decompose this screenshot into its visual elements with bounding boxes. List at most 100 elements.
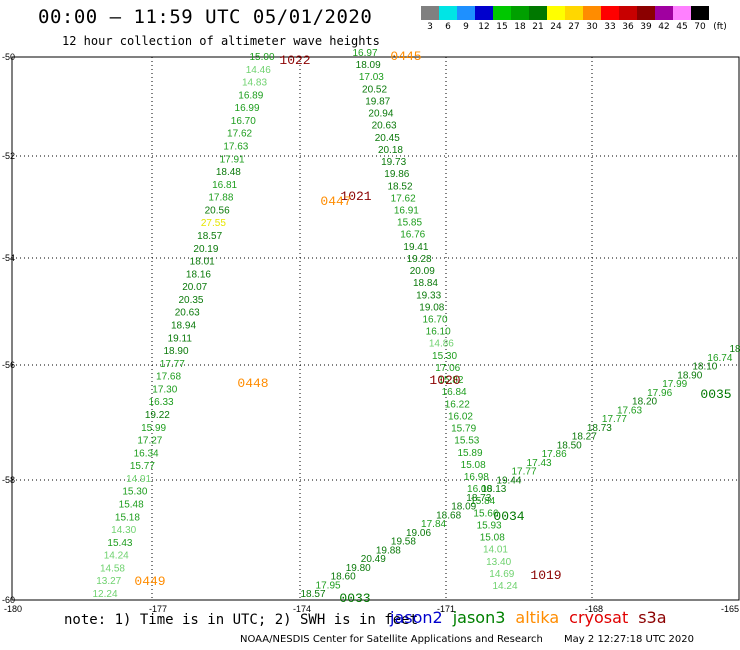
swh-value-label: 18: [729, 344, 740, 355]
swh-value-label: 20.63: [175, 308, 200, 319]
swh-value-label: 15.30: [432, 351, 457, 362]
swh-value-label: 19.08: [419, 302, 444, 313]
swh-value-label: 18.09: [356, 60, 381, 71]
swh-value-label: 16.74: [707, 353, 732, 364]
y-tick-label: -60: [2, 595, 15, 605]
swh-value-label: 18.20: [632, 397, 657, 408]
swh-value-label: 19.73: [381, 157, 406, 168]
swh-value-label: 15.53: [454, 436, 479, 447]
time-label: 0449: [134, 574, 165, 589]
swh-value-label: 18.57: [300, 589, 325, 600]
time-label: 1022: [279, 53, 310, 68]
swh-value-label: 19.41: [403, 242, 428, 253]
satellite-legend: jason2 jason3 altika cryosat s3a: [390, 608, 677, 627]
swh-value-label: 20.56: [205, 205, 230, 216]
swh-value-label: 18.73: [587, 423, 612, 434]
swh-value-label: 14.46: [246, 65, 271, 76]
swh-value-label: 14.30: [111, 525, 136, 536]
swh-value-label: 19.28: [407, 254, 432, 265]
swh-value-label: 20.18: [378, 145, 403, 156]
swh-value-label: 18.60: [331, 572, 356, 583]
swh-value-label: 19.87: [365, 96, 390, 107]
swh-value-label: 18.57: [197, 231, 222, 242]
x-tick-label: -165: [721, 604, 739, 614]
swh-value-label: 18.94: [171, 321, 196, 332]
plot-frame: [11, 56, 740, 601]
time-label: 1020: [429, 373, 460, 388]
swh-value-label: 17.62: [227, 129, 252, 140]
swh-value-label: 17.68: [156, 372, 181, 383]
swh-value-label: 20.35: [178, 295, 203, 306]
swh-value-label: 19.86: [384, 169, 409, 180]
swh-value-label: 18.84: [413, 278, 438, 289]
swh-value-label: 19.33: [416, 290, 441, 301]
color-unit: (ft): [713, 22, 727, 32]
color-swatch: [475, 6, 493, 20]
swh-value-label: 16.02: [448, 411, 473, 422]
swh-value-label: 18.73: [466, 493, 491, 504]
swh-value-label: 18.01: [190, 257, 215, 268]
x-tick-label: -180: [4, 604, 22, 614]
color-swatch: [637, 6, 655, 20]
color-label: 12: [478, 22, 490, 32]
page-subtitle: 12 hour collection of altimeter wave hei…: [62, 34, 380, 48]
color-swatch: [493, 6, 511, 20]
swh-value-label: 15.48: [119, 500, 144, 511]
color-swatch: [601, 6, 619, 20]
swh-value-label: 17.03: [359, 72, 384, 83]
color-label: 70: [694, 22, 706, 32]
color-label: 21: [532, 22, 544, 32]
color-swatch: [691, 6, 709, 20]
swh-value-label: 15.99: [141, 423, 166, 434]
timestamp-text: May 2 12:27:18 UTC 2020: [564, 634, 694, 645]
time-label: 0447: [320, 194, 351, 209]
color-label: 15: [496, 22, 508, 32]
time-label: 0033: [339, 591, 370, 606]
color-label: 3: [427, 22, 433, 32]
swh-value-label: 18.09: [451, 502, 476, 513]
legend-s3a: s3a: [638, 608, 667, 627]
swh-value-label: 13.27: [96, 576, 121, 587]
swh-value-label: 16.76: [400, 230, 425, 241]
swh-value-label: 15.66: [473, 508, 498, 519]
color-swatch: [529, 6, 547, 20]
swh-value-label: 15.82: [438, 375, 463, 386]
units-note: note: 1) Time is in UTC; 2) SWH is in fe…: [64, 612, 419, 628]
color-label: 18: [514, 22, 526, 32]
swh-value-label: 19.11: [168, 333, 193, 344]
swh-value-label: 17.30: [152, 384, 177, 395]
color-label: 36: [622, 22, 634, 32]
swh-value-label: 14.01: [483, 545, 508, 556]
color-swatch: [583, 6, 601, 20]
color-swatch: [511, 6, 529, 20]
swh-value-label: 15.08: [461, 460, 486, 471]
time-label: 1019: [530, 568, 561, 583]
color-scale-labels: 3 6 9 12 15 18 21 24 27 30 33 36 39 42 45 70 (ft): [421, 22, 731, 32]
swh-value-label: 17.77: [511, 467, 536, 478]
swh-value-label: 18.16: [186, 269, 211, 280]
swh-value-label: 19.22: [145, 410, 170, 421]
swh-value-label: 20.52: [362, 84, 387, 95]
color-label: 39: [640, 22, 652, 32]
color-label: 27: [568, 22, 580, 32]
x-tick-label: -168: [585, 604, 603, 614]
swh-value-label: 13.40: [486, 557, 511, 568]
swh-value-label: 20.49: [361, 554, 386, 565]
color-label: 24: [550, 22, 562, 32]
color-swatch: [619, 6, 637, 20]
time-label: 1021: [340, 189, 371, 204]
swh-value-label: 18.13: [481, 484, 506, 495]
swh-value-label: 19.58: [391, 537, 416, 548]
swh-value-label: 16.99: [235, 103, 260, 114]
swh-value-label: 16.97: [352, 48, 377, 59]
swh-value-label: 15.30: [122, 487, 147, 498]
swh-value-label: 19.80: [346, 563, 371, 574]
swh-value-label: 14.69: [489, 569, 514, 580]
swh-value-label: 16.81: [212, 180, 237, 191]
color-swatch: [547, 6, 565, 20]
swh-value-label: 14.24: [104, 551, 129, 562]
swh-value-label: 16.98: [464, 472, 489, 483]
swh-value-label: 15.18: [115, 512, 140, 523]
color-label: 30: [586, 22, 598, 32]
